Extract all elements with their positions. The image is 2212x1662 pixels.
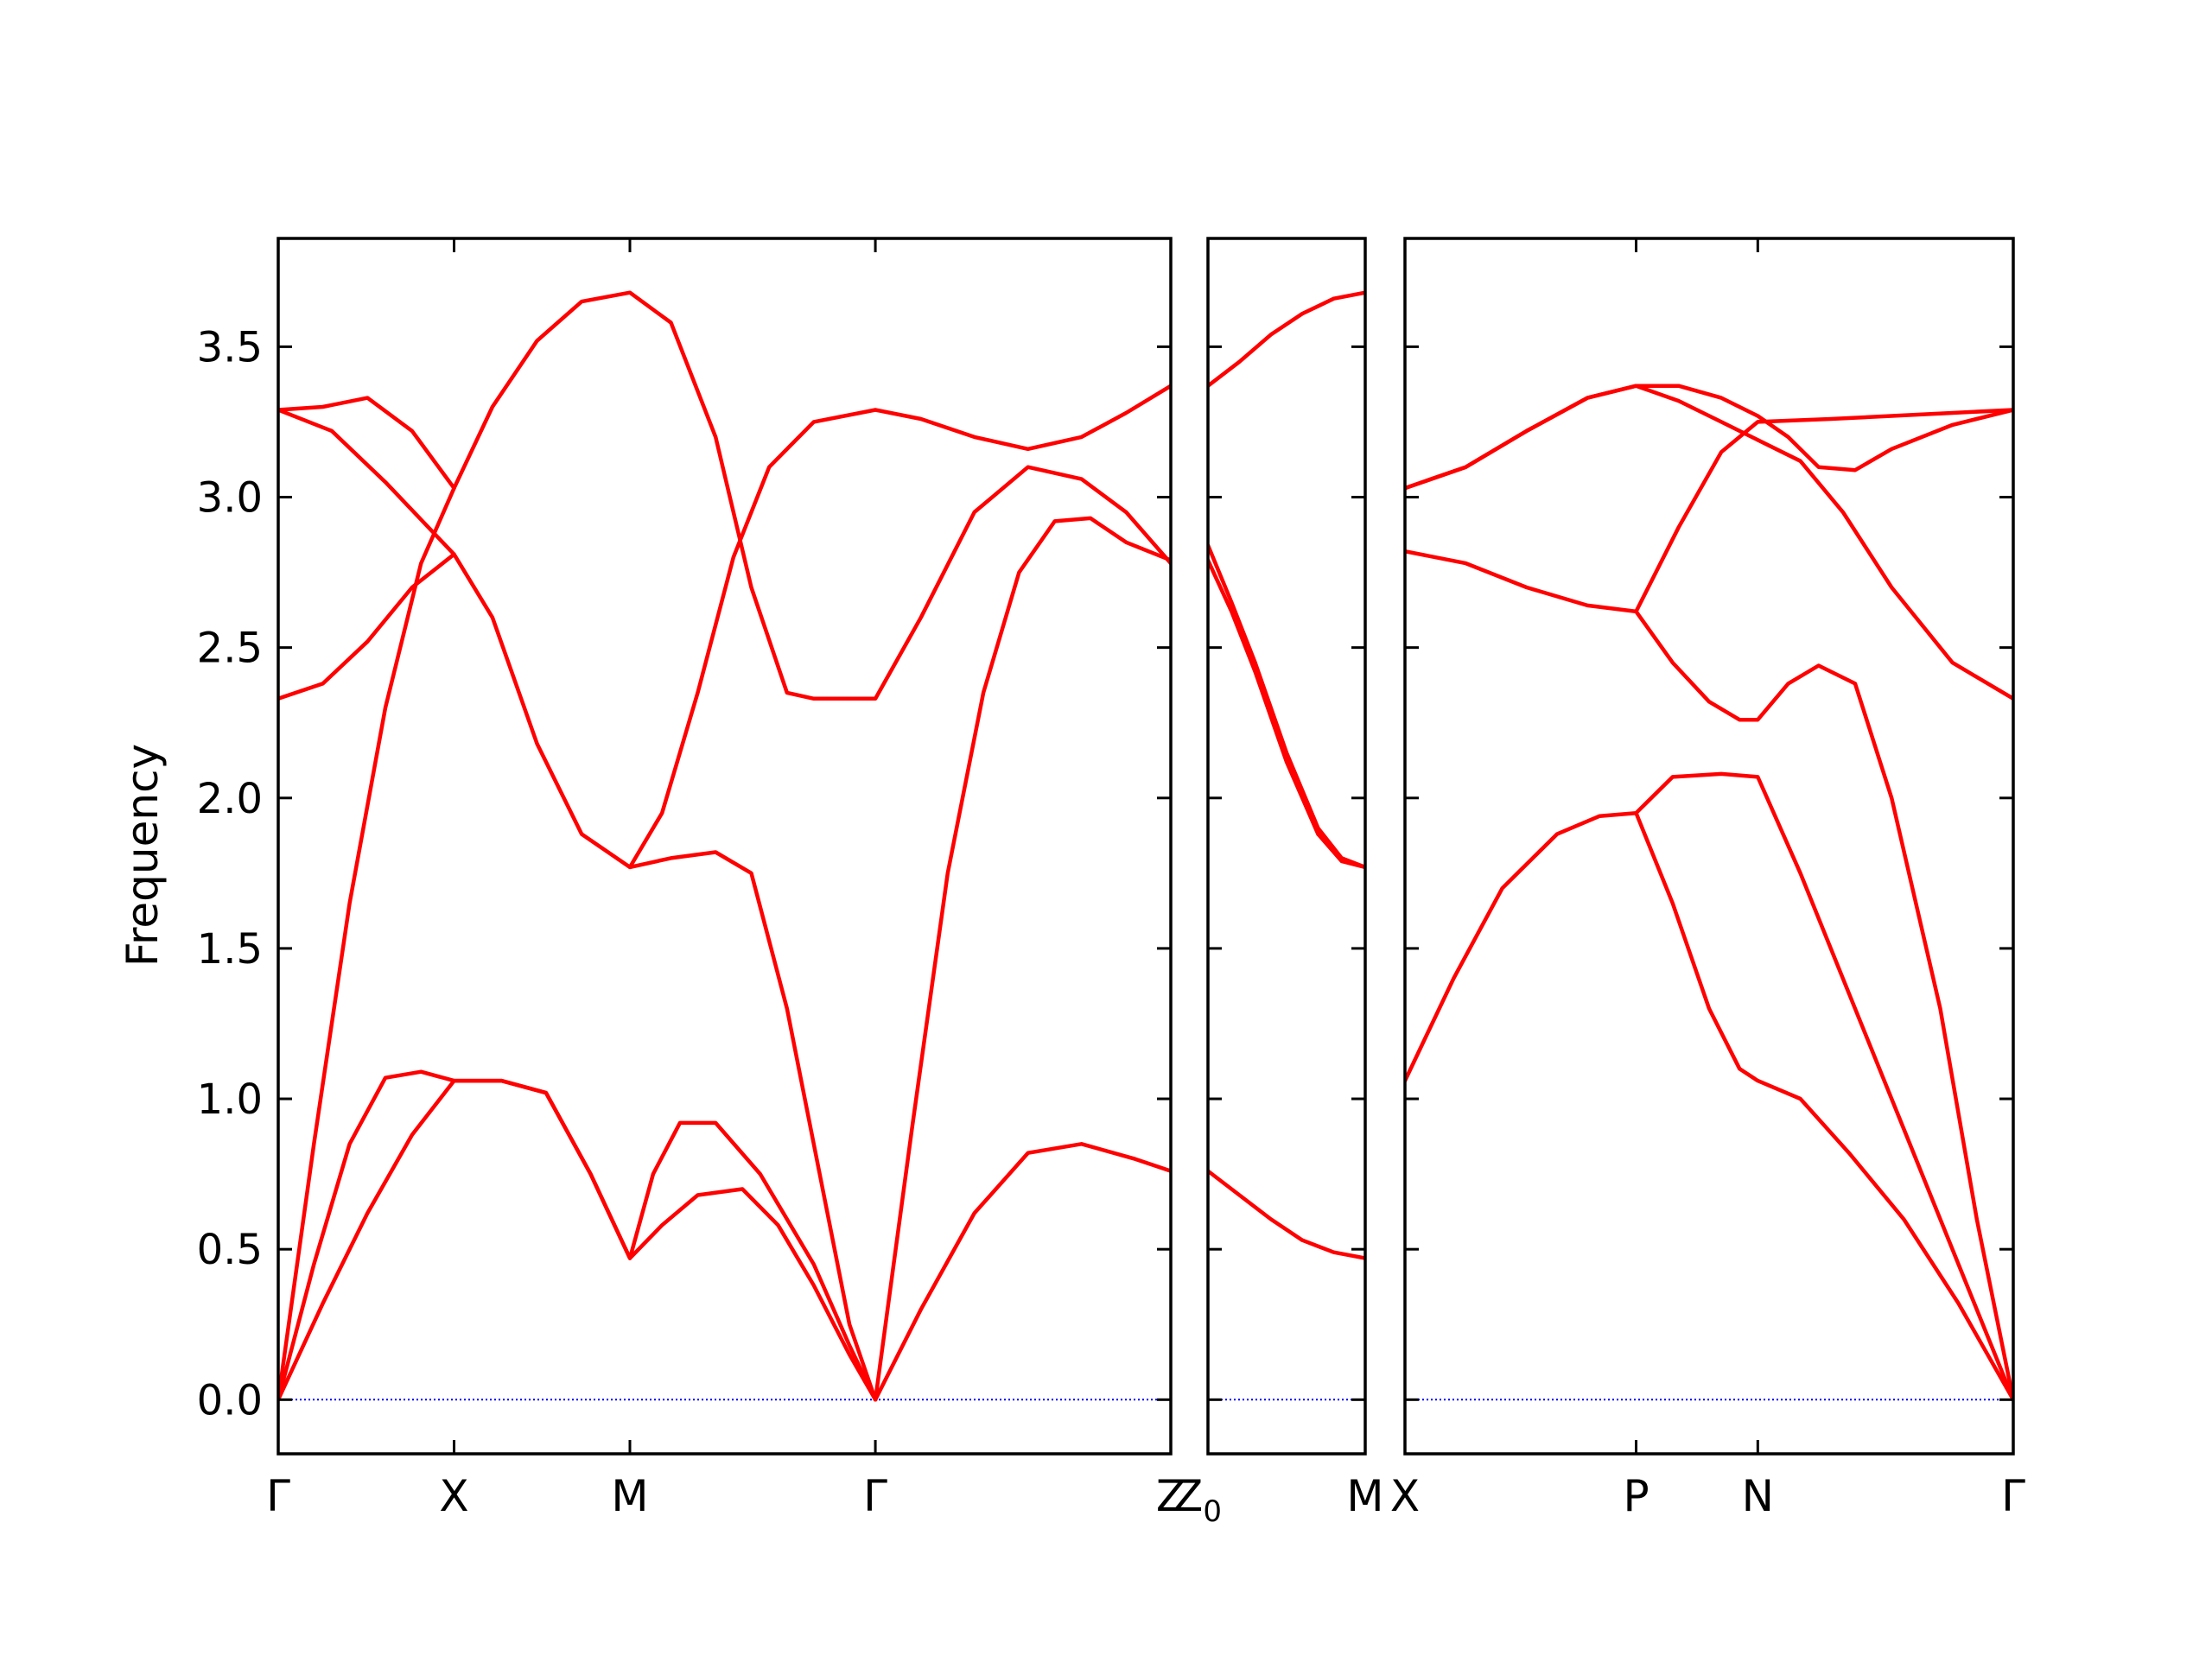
y-tick-label: 2.0 bbox=[197, 775, 263, 823]
band-line-2 bbox=[1208, 542, 1365, 870]
bands bbox=[278, 290, 1171, 1402]
band-line-5 bbox=[873, 516, 1171, 1402]
band-line-3 bbox=[873, 1142, 1171, 1402]
x-tick-label: Γ bbox=[863, 1471, 887, 1521]
y-tick-label: 3.0 bbox=[197, 474, 263, 523]
band-line-8 bbox=[278, 396, 456, 491]
band-line-2 bbox=[1405, 384, 2013, 701]
panel-frame bbox=[1403, 237, 2015, 1456]
band-line-9 bbox=[278, 408, 456, 556]
band-line-6 bbox=[1634, 609, 2013, 1402]
bands bbox=[1208, 290, 1365, 1260]
band-line-1 bbox=[1208, 290, 1365, 388]
band-line-2 bbox=[278, 1069, 878, 1402]
bands bbox=[1405, 384, 2013, 1402]
panel-2: Z0 M bbox=[1173, 237, 1384, 1529]
band-line-3 bbox=[1208, 558, 1365, 870]
band-line-7 bbox=[627, 384, 1171, 870]
x-tick-label: X bbox=[1390, 1471, 1420, 1521]
x-tick-label: Γ bbox=[2001, 1471, 2025, 1521]
x-tick-label: M bbox=[611, 1471, 648, 1521]
band-line-4 bbox=[1208, 1169, 1365, 1260]
panel-1: 0.0 0.5 1.0 1.5 2.0 2.5 3.0 3.5 Γ X M Γ Z bbox=[197, 237, 1185, 1521]
band-line-6 bbox=[278, 552, 878, 1402]
x-tick-label: Γ bbox=[266, 1471, 290, 1521]
y-tick-label: 1.0 bbox=[197, 1075, 263, 1124]
panel-frame bbox=[276, 237, 1173, 1456]
y-tick-label: 0.5 bbox=[197, 1226, 263, 1274]
x-tick-label: N bbox=[1742, 1471, 1774, 1521]
y-axis-label: Frequency bbox=[118, 744, 168, 967]
band-line-5 bbox=[1634, 810, 2013, 1402]
x-tick-label: X bbox=[439, 1471, 468, 1521]
x-tick-label: M bbox=[1346, 1471, 1383, 1521]
band-line-4 bbox=[278, 290, 1171, 1402]
x-tick-label: Z0 bbox=[1173, 1471, 1222, 1529]
x-tick-label: Z bbox=[1156, 1471, 1185, 1521]
y-tick-label: 0.0 bbox=[197, 1376, 263, 1424]
y-tick-label: 2.5 bbox=[197, 625, 263, 673]
y-tick-label: 3.5 bbox=[197, 323, 263, 371]
band-line-4 bbox=[1405, 771, 2013, 1402]
panel-frame bbox=[1206, 237, 1367, 1456]
band-line-3 bbox=[1405, 408, 2013, 614]
x-tick-label: P bbox=[1623, 1471, 1649, 1521]
band-line-1 bbox=[278, 1078, 878, 1402]
y-tick-label: 1.5 bbox=[197, 925, 263, 974]
